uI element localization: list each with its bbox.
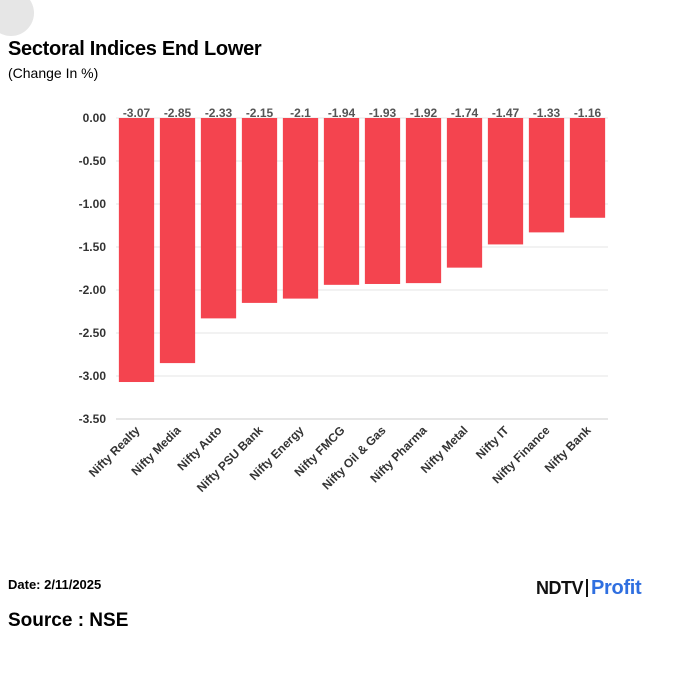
data-label: -2.1 <box>290 106 311 120</box>
bar <box>569 118 606 218</box>
data-label: -3.07 <box>123 106 151 120</box>
bar <box>528 118 565 233</box>
bar <box>487 118 524 245</box>
data-label: -1.92 <box>410 106 438 120</box>
data-labels: -3.07 -2.85 -2.33 -2.15 -2.1 -1.94 -1.93 -1.92-… <box>123 106 602 120</box>
logo-profit-text: Profit <box>591 576 642 599</box>
bar <box>405 118 442 284</box>
y-tick-label: -1.50 <box>79 240 107 254</box>
data-label: -1.94 <box>328 106 356 120</box>
bar <box>118 118 155 383</box>
y-tick-label: -2.50 <box>79 326 107 340</box>
grid-lines <box>116 117 608 420</box>
logo-ndtv-text: NDTV <box>536 577 584 598</box>
ndtv-profit-logo: NDTV Profit <box>536 575 642 601</box>
data-label: -2.15 <box>246 106 274 120</box>
bar <box>241 118 278 303</box>
bars <box>118 118 606 383</box>
x-tick-label: Nifty IT <box>473 423 512 462</box>
chart-subtitle: (Change In %) <box>8 65 99 81</box>
data-label: -1.47 <box>492 106 520 120</box>
bar <box>446 118 483 268</box>
logo-separator <box>586 579 588 597</box>
bar <box>364 118 401 284</box>
y-tick-label: -2.00 <box>79 283 107 297</box>
y-tick-label: -3.00 <box>79 369 107 383</box>
data-label: -1.93 <box>369 106 397 120</box>
y-tick-label: -1.00 <box>79 197 107 211</box>
data-label: -2.85 <box>164 106 192 120</box>
y-axis-ticks: 0.00 -0.50 -1.00 -1.50 -2.00 -2.50 -3.00 -3.50 <box>79 111 107 426</box>
y-tick-label: 0.00 <box>83 111 107 125</box>
source-label: Source : NSE <box>8 610 129 631</box>
date-label: Date: 2/11/2025 <box>8 577 102 592</box>
y-tick-label: -3.50 <box>79 412 107 426</box>
chart-title: Sectoral Indices End Lower <box>8 38 262 60</box>
data-label: -1.16 <box>574 106 602 120</box>
bar <box>159 118 196 364</box>
bar <box>200 118 237 319</box>
data-label: -2.33 <box>205 106 233 120</box>
y-tick-label: -0.50 <box>79 154 107 168</box>
data-label: -1.74 <box>451 106 479 120</box>
bar <box>323 118 360 285</box>
data-label: -1.33 <box>533 106 561 120</box>
bar <box>282 118 319 299</box>
